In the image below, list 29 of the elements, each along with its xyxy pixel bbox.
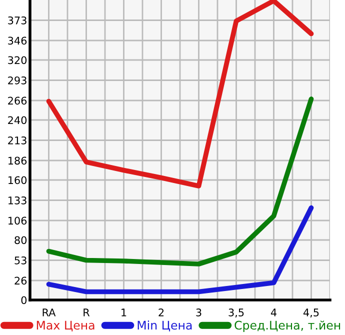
legend-label: Min Цена [138,320,192,332]
x-tick-label: R [84,308,90,316]
line-series [46,0,314,188]
legend-label: Сред.Цена, т.йен [234,320,340,332]
x-tick-label: 3,5 [228,308,244,318]
line-series [46,205,314,294]
y-tick-label: 320 [8,56,27,64]
x-tick-label: RA [42,308,56,316]
line-series [46,96,314,266]
legend-label: Max Цена [36,320,94,332]
x-tick-label: 3 [196,308,202,316]
y-tick-label: 106 [8,216,27,225]
y-tick-label: 0 [21,296,27,304]
y-tick-label: 160 [8,176,27,184]
x-tick-label: 4 [270,308,276,316]
x-tick-label: 1 [122,308,126,316]
y-tick-label: 240 [8,116,27,124]
y-tick-label: 53 [14,256,26,264]
y-tick-label: 213 [8,136,26,144]
y-tick-label: 186 [8,156,27,165]
y-tick-label: 26 [14,276,27,285]
x-tick-label: 2 [158,308,164,316]
y-tick-label: 80 [14,236,27,244]
y-tick-label: 346 [8,36,27,45]
y-tick-label: 373 [8,16,26,24]
y-tick-label: 266 [8,96,27,105]
y-tick-label: 293 [8,76,26,84]
x-tick-label: 4,5 [303,308,319,318]
y-tick-label: 133 [8,196,26,204]
